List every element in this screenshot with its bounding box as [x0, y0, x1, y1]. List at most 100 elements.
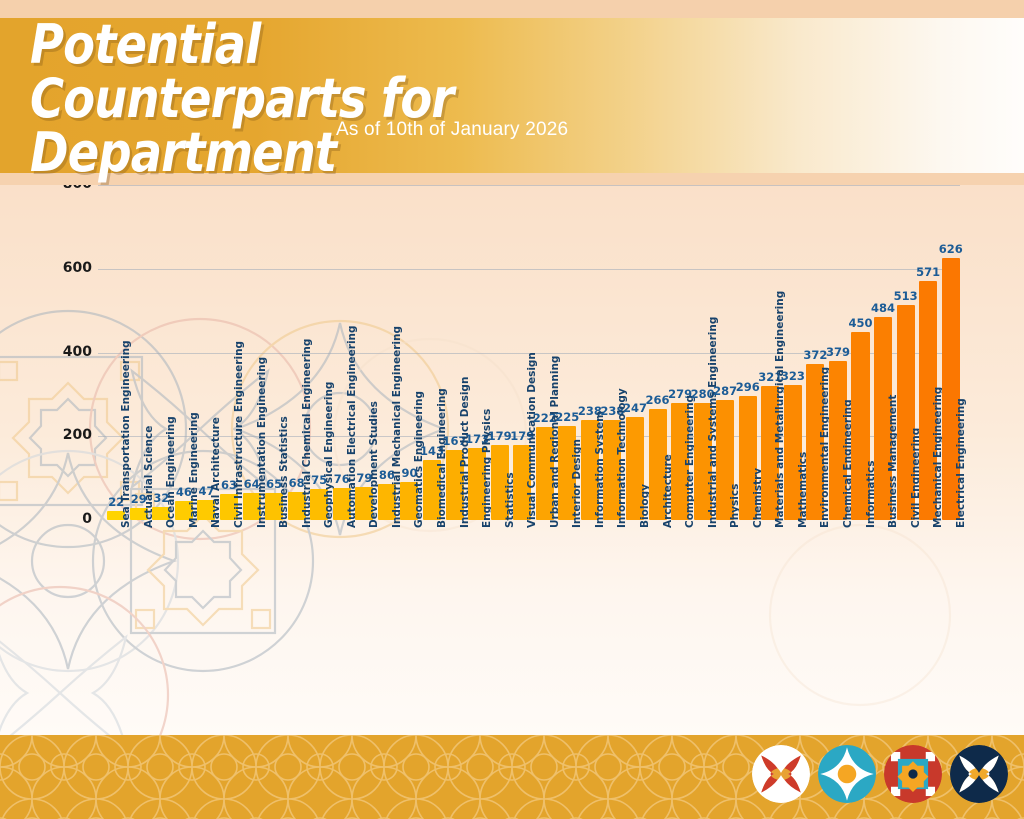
gridline [98, 352, 960, 354]
bar-value-label: 86 [378, 467, 395, 482]
bar-value-label: 279 [668, 387, 693, 402]
bar-value-label: 90 [401, 466, 418, 481]
x-axis-category-label: Electrical Engineering [954, 398, 967, 528]
bar-value-label: 626 [938, 241, 963, 256]
bar[interactable] [355, 486, 374, 520]
bar[interactable] [310, 488, 329, 520]
bar-value-label: 280 [690, 386, 715, 401]
bar[interactable] [129, 507, 148, 520]
bar-value-label: 47 [198, 484, 215, 499]
header-top-strip [0, 0, 1024, 18]
bar[interactable] [197, 500, 216, 520]
logo-teal-star-icon [818, 745, 876, 803]
bar-value-label: 450 [848, 315, 873, 330]
bar[interactable] [896, 305, 915, 520]
bar[interactable] [445, 450, 464, 520]
bar-value-label: 372 [803, 348, 828, 363]
bar[interactable] [174, 500, 193, 520]
y-axis: 0 200 400 600 800 [0, 185, 92, 735]
bar[interactable] [558, 425, 577, 520]
bar[interactable] [265, 492, 284, 520]
bar-value-label: 238 [600, 404, 625, 419]
bar-value-label: 167 [442, 434, 467, 449]
footer-logo-group [752, 745, 1008, 803]
y-axis-tick-label: 600 [62, 259, 92, 276]
bar[interactable] [400, 482, 419, 520]
bar-value-label: 287 [713, 383, 738, 398]
bar[interactable] [513, 445, 532, 520]
bar-value-label: 266 [645, 392, 670, 407]
bar-value-label: 143 [419, 444, 444, 459]
bar[interactable] [783, 384, 802, 520]
gridline [98, 268, 960, 270]
page-subtitle: As of 10th of January 2026 [336, 119, 569, 140]
bar[interactable] [716, 399, 735, 520]
bar[interactable] [693, 402, 712, 520]
bar-value-label: 225 [555, 409, 580, 424]
bar-value-label: 29 [130, 491, 147, 506]
header-bottom-strip [0, 173, 1024, 185]
logo-navy-x-icon [950, 745, 1008, 803]
bar-value-label: 513 [893, 289, 918, 304]
bar[interactable] [625, 416, 644, 520]
header-banner [0, 18, 1024, 173]
plot-region: 22 Sea Transportation Engineering 29 Actuar… [0, 185, 1024, 735]
bar-value-label: 63 [221, 477, 238, 492]
bar-value-label: 32 [153, 490, 170, 505]
bar-value-label: 321 [758, 369, 783, 384]
bar[interactable] [422, 460, 442, 520]
bar-value-label: 323 [780, 368, 805, 383]
bar[interactable] [580, 420, 599, 520]
bar-value-label: 22 [108, 494, 125, 509]
bar[interactable] [603, 420, 622, 520]
bar-value-label: 179 [487, 429, 512, 444]
bar-value-label: 571 [916, 264, 941, 279]
footer-bar [0, 735, 1024, 819]
bar[interactable] [287, 491, 306, 520]
bar-value-label: 296 [735, 380, 760, 395]
bar-value-label: 484 [871, 301, 896, 316]
bar[interactable] [220, 493, 239, 520]
bar[interactable] [648, 408, 667, 520]
logo-white-x-icon [752, 745, 810, 803]
bar[interactable] [242, 493, 261, 520]
header-gradient [0, 18, 1024, 173]
chart-area: 22 Sea Transportation Engineering 29 Actuar… [0, 185, 1024, 735]
bar-value-label: 65 [266, 476, 283, 491]
bar[interactable] [738, 396, 757, 520]
bar[interactable] [851, 331, 870, 520]
gridline [98, 436, 960, 438]
bar[interactable] [332, 488, 351, 520]
bar-value-label: 68 [288, 475, 305, 490]
bar[interactable] [919, 280, 938, 520]
bar[interactable] [535, 427, 554, 520]
bar[interactable] [490, 445, 509, 520]
y-axis-tick-label: 0 [82, 511, 92, 527]
bar-value-label: 75 [311, 472, 328, 487]
y-axis-tick-label: 200 [62, 427, 92, 444]
bar-value-label: 247 [622, 400, 647, 415]
bar-value-label: 76 [333, 472, 350, 487]
bar[interactable] [671, 403, 690, 520]
gridline [98, 185, 960, 186]
bar-value-label: 238 [577, 404, 602, 419]
bar[interactable] [107, 510, 126, 520]
logo-red-square-star-icon [884, 745, 942, 803]
bar[interactable] [377, 483, 396, 520]
bar[interactable] [874, 317, 893, 520]
bar[interactable] [761, 385, 780, 520]
bar-value-label: 222 [532, 411, 557, 426]
bar[interactable] [941, 257, 960, 520]
bar[interactable] [468, 447, 487, 520]
bar-value-label: 179 [510, 429, 535, 444]
bar[interactable] [152, 506, 171, 520]
bar[interactable] [828, 361, 847, 520]
bar-value-label: 64 [243, 477, 260, 492]
y-axis-tick-label: 800 [32, 185, 92, 192]
decorative-watermark-pattern [0, 309, 952, 735]
page-title: Potential Counterparts for Department [30, 13, 454, 184]
bar-value-label: 173 [465, 431, 490, 446]
bar[interactable] [806, 364, 825, 520]
bar-value-label: 79 [356, 470, 373, 485]
bar-value-label: 379 [825, 345, 850, 360]
